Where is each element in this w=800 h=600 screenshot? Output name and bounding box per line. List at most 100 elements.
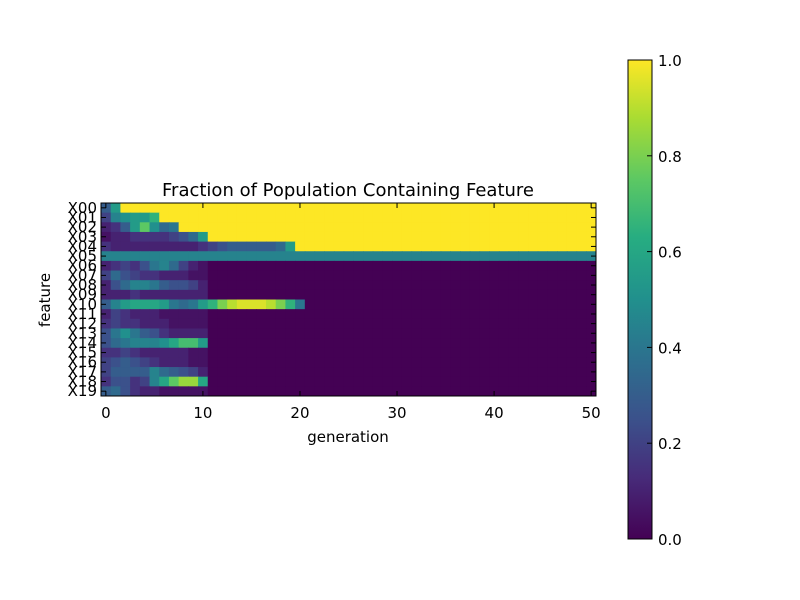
heatmap-cell-X01-7 xyxy=(168,212,180,223)
heatmap-cell-X13-39 xyxy=(479,328,490,339)
heatmap-cell-X06-37 xyxy=(460,260,471,272)
heatmap-cell-X11-12 xyxy=(217,309,228,320)
heatmap-cell-X19-6 xyxy=(159,386,170,396)
y-tick-label: X14 xyxy=(68,334,97,352)
heatmap-cell-X13-3 xyxy=(130,328,141,339)
heatmap-cell-X18-25 xyxy=(343,376,354,387)
heatmap-cell-X08-40 xyxy=(489,280,500,291)
y-tick-label: X08 xyxy=(68,276,97,294)
heatmap-cell-X12-38 xyxy=(469,318,481,330)
heatmap-cell-X15-4 xyxy=(139,347,151,358)
heatmap-cell-X10-9 xyxy=(188,299,199,310)
heatmap-cell-X04-12 xyxy=(217,241,228,252)
heatmap-cell-X18-43 xyxy=(518,376,529,387)
heatmap-cell-X09-8 xyxy=(178,289,189,301)
heatmap-cell-X12-5 xyxy=(149,318,160,330)
heatmap-cell-X07-20 xyxy=(295,270,306,281)
heatmap-cell-X12-42 xyxy=(508,318,519,330)
heatmap-cell-X05-39 xyxy=(479,251,490,262)
heatmap-cell-X19-43 xyxy=(518,386,529,396)
heatmap-cell-X11-32 xyxy=(411,309,422,320)
heatmap-cell-X17-13 xyxy=(227,367,238,378)
heatmap-cell-X06-4 xyxy=(139,260,151,272)
heatmap-cell-X19-5 xyxy=(149,386,160,396)
heatmap-cell-X10-20 xyxy=(295,299,306,310)
heatmap-cell-X09-1 xyxy=(110,289,122,301)
heatmap-cell-X10-47 xyxy=(557,299,568,310)
heatmap-cell-X11-47 xyxy=(557,309,568,320)
heatmap-cell-X04-22 xyxy=(314,241,325,252)
heatmap-cell-X17-34 xyxy=(431,367,442,378)
heatmap-cell-X15-20 xyxy=(295,347,306,358)
heatmap-cell-X17-48 xyxy=(566,367,578,378)
heatmap-cell-X17-15 xyxy=(246,367,257,378)
heatmap-cell-X09-35 xyxy=(440,289,452,301)
heatmap-cell-X16-11 xyxy=(207,357,219,368)
heatmap-cell-X02-26 xyxy=(353,222,364,233)
heatmap-cell-X10-23 xyxy=(324,299,335,310)
heatmap-cell-X02-6 xyxy=(159,222,170,233)
heatmap-cell-X12-31 xyxy=(401,318,413,330)
heatmap-cell-X09-43 xyxy=(518,289,529,301)
colorbar-frame xyxy=(627,59,653,540)
heatmap-cell-X02-35 xyxy=(440,222,452,233)
heatmap-cell-X16-41 xyxy=(498,357,510,368)
heatmap-cell-X14-45 xyxy=(537,338,549,349)
heatmap-cell-X07-25 xyxy=(343,270,354,281)
heatmap-cell-X02-21 xyxy=(304,222,316,233)
heatmap-cell-X04-4 xyxy=(139,241,151,252)
heatmap-cell-X03-10 xyxy=(198,231,209,243)
heatmap-cell-X14-8 xyxy=(178,338,189,349)
heatmap-cell-X15-44 xyxy=(528,347,539,358)
heatmap-cell-X18-23 xyxy=(324,376,335,387)
y-tick-label: X10 xyxy=(68,295,97,313)
heatmap-cell-X15-26 xyxy=(353,347,364,358)
heatmap-cell-X01-46 xyxy=(547,212,558,223)
heatmap-cell-X12-29 xyxy=(382,318,393,330)
heatmap-cell-X07-8 xyxy=(178,270,189,281)
heatmap-cell-X02-24 xyxy=(333,222,345,233)
heatmap-cell-X03-39 xyxy=(479,231,490,243)
heatmap-cell-X00-5 xyxy=(149,203,160,214)
heatmap-cell-X06-15 xyxy=(246,260,257,272)
heatmap-cell-X19-16 xyxy=(256,386,267,396)
heatmap-cell-X12-48 xyxy=(566,318,578,330)
heatmap-cell-X09-26 xyxy=(353,289,364,301)
heatmap-cell-X11-31 xyxy=(401,309,413,320)
heatmap-cell-X15-38 xyxy=(469,347,481,358)
heatmap-cell-X06-20 xyxy=(295,260,306,272)
heatmap-cell-X01-44 xyxy=(528,212,539,223)
heatmap-cell-X16-16 xyxy=(256,357,267,368)
y-tick-label: X06 xyxy=(68,257,97,275)
heatmap-cell-X09-31 xyxy=(401,289,413,301)
heatmap-cell-X15-34 xyxy=(431,347,442,358)
heatmap-cell-X00-22 xyxy=(314,203,325,214)
heatmap-cell-X16-0 xyxy=(101,357,112,368)
x-tick-label: 0 xyxy=(101,404,111,422)
heatmap-cell-X12-39 xyxy=(479,318,490,330)
heatmap-cell-X12-47 xyxy=(557,318,568,330)
heatmap-cell-X10-48 xyxy=(566,299,578,310)
heatmap-cell-X03-48 xyxy=(566,231,578,243)
x-axis-label: generation xyxy=(307,428,389,446)
heatmap-cell-X12-43 xyxy=(518,318,529,330)
heatmap-cell-X03-35 xyxy=(440,231,452,243)
heatmap-cell-X16-48 xyxy=(566,357,578,368)
x-tick-label: 40 xyxy=(485,404,504,422)
heatmap-cell-X17-9 xyxy=(188,367,199,378)
heatmap-cell-X06-39 xyxy=(479,260,490,272)
heatmap-cell-X16-15 xyxy=(246,357,257,368)
heatmap-cell-X10-12 xyxy=(217,299,228,310)
heatmap-cell-X02-10 xyxy=(198,222,209,233)
heatmap-cell-X16-37 xyxy=(460,357,471,368)
heatmap-cell-X03-33 xyxy=(421,231,432,243)
heatmap-cell-X03-8 xyxy=(178,231,189,243)
heatmap-cell-X06-14 xyxy=(236,260,248,272)
heatmap-cell-X17-10 xyxy=(198,367,209,378)
heatmap-cell-X19-9 xyxy=(188,386,199,396)
heatmap-cell-X01-35 xyxy=(440,212,452,223)
heatmap-cell-X07-36 xyxy=(450,270,461,281)
heatmap-cell-X00-20 xyxy=(295,203,306,214)
heatmap-cell-X12-8 xyxy=(178,318,189,330)
heatmap-cell-X14-25 xyxy=(343,338,354,349)
